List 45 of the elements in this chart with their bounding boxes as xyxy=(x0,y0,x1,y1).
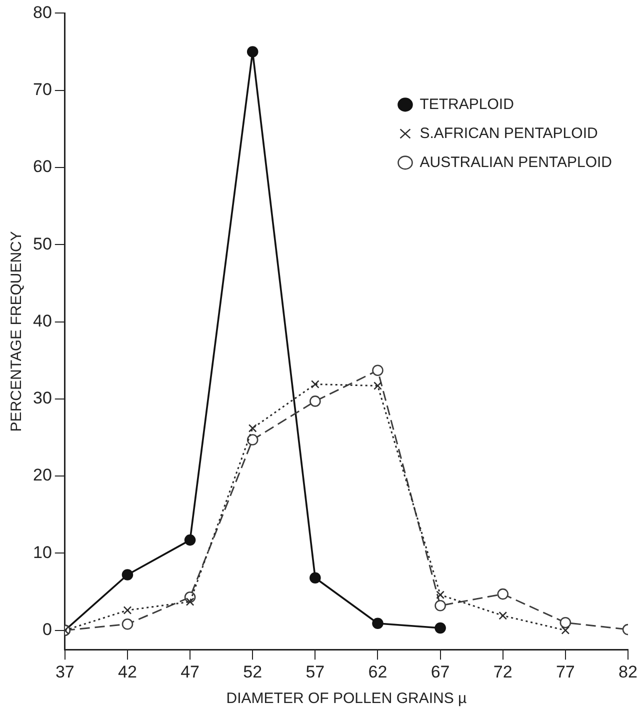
x-tick-label: 42 xyxy=(118,662,137,682)
point xyxy=(372,364,384,376)
legend-label: AUSTRALIAN PENTAPLOID xyxy=(420,154,612,171)
point xyxy=(246,434,258,446)
point xyxy=(434,600,446,612)
y-tick-label: 50 xyxy=(32,234,52,254)
point xyxy=(561,626,570,634)
x-tick-label: 57 xyxy=(306,662,325,682)
y-tick-label: 0 xyxy=(42,620,52,640)
point xyxy=(186,598,194,606)
point xyxy=(248,424,257,432)
x-tick-label: 77 xyxy=(556,662,575,682)
legend-label: TETRAPLOID xyxy=(420,96,514,113)
x-tick-label: 67 xyxy=(430,662,450,682)
point xyxy=(374,382,382,390)
x-tick-label: 72 xyxy=(493,662,512,682)
x-tick-label: 82 xyxy=(618,662,638,682)
point xyxy=(310,572,321,584)
point xyxy=(122,569,134,580)
point xyxy=(310,380,320,388)
point xyxy=(184,534,196,546)
legend-label: S.AFRICAN PENTAPLOID xyxy=(420,124,598,142)
point xyxy=(310,396,321,407)
y-tick-label: 40 xyxy=(32,311,52,330)
y-tick-label: 30 xyxy=(32,388,52,408)
y-tick-label: 80 xyxy=(32,2,52,22)
point xyxy=(246,46,258,58)
point xyxy=(122,618,134,630)
x-tick-label: 62 xyxy=(368,662,388,682)
point xyxy=(497,588,509,600)
point xyxy=(498,611,508,620)
y-tick-label: 70 xyxy=(32,80,52,100)
point xyxy=(436,590,444,600)
point xyxy=(372,618,384,630)
x-tick-label: 52 xyxy=(243,662,262,682)
x-tick-label: 47 xyxy=(180,662,200,682)
x-tick-label: 37 xyxy=(55,662,74,682)
x-axis-title: DIAMETER OF POLLEN GRAINS µ xyxy=(226,690,467,708)
y-tick-label: 10 xyxy=(32,542,52,562)
y-tick-label: 20 xyxy=(32,466,52,485)
y-axis-title: PERCENTAGE FREQUENCY xyxy=(8,231,26,432)
point xyxy=(560,616,572,628)
y-tick-label: 60 xyxy=(32,157,52,176)
point xyxy=(434,622,446,634)
point xyxy=(123,606,132,614)
